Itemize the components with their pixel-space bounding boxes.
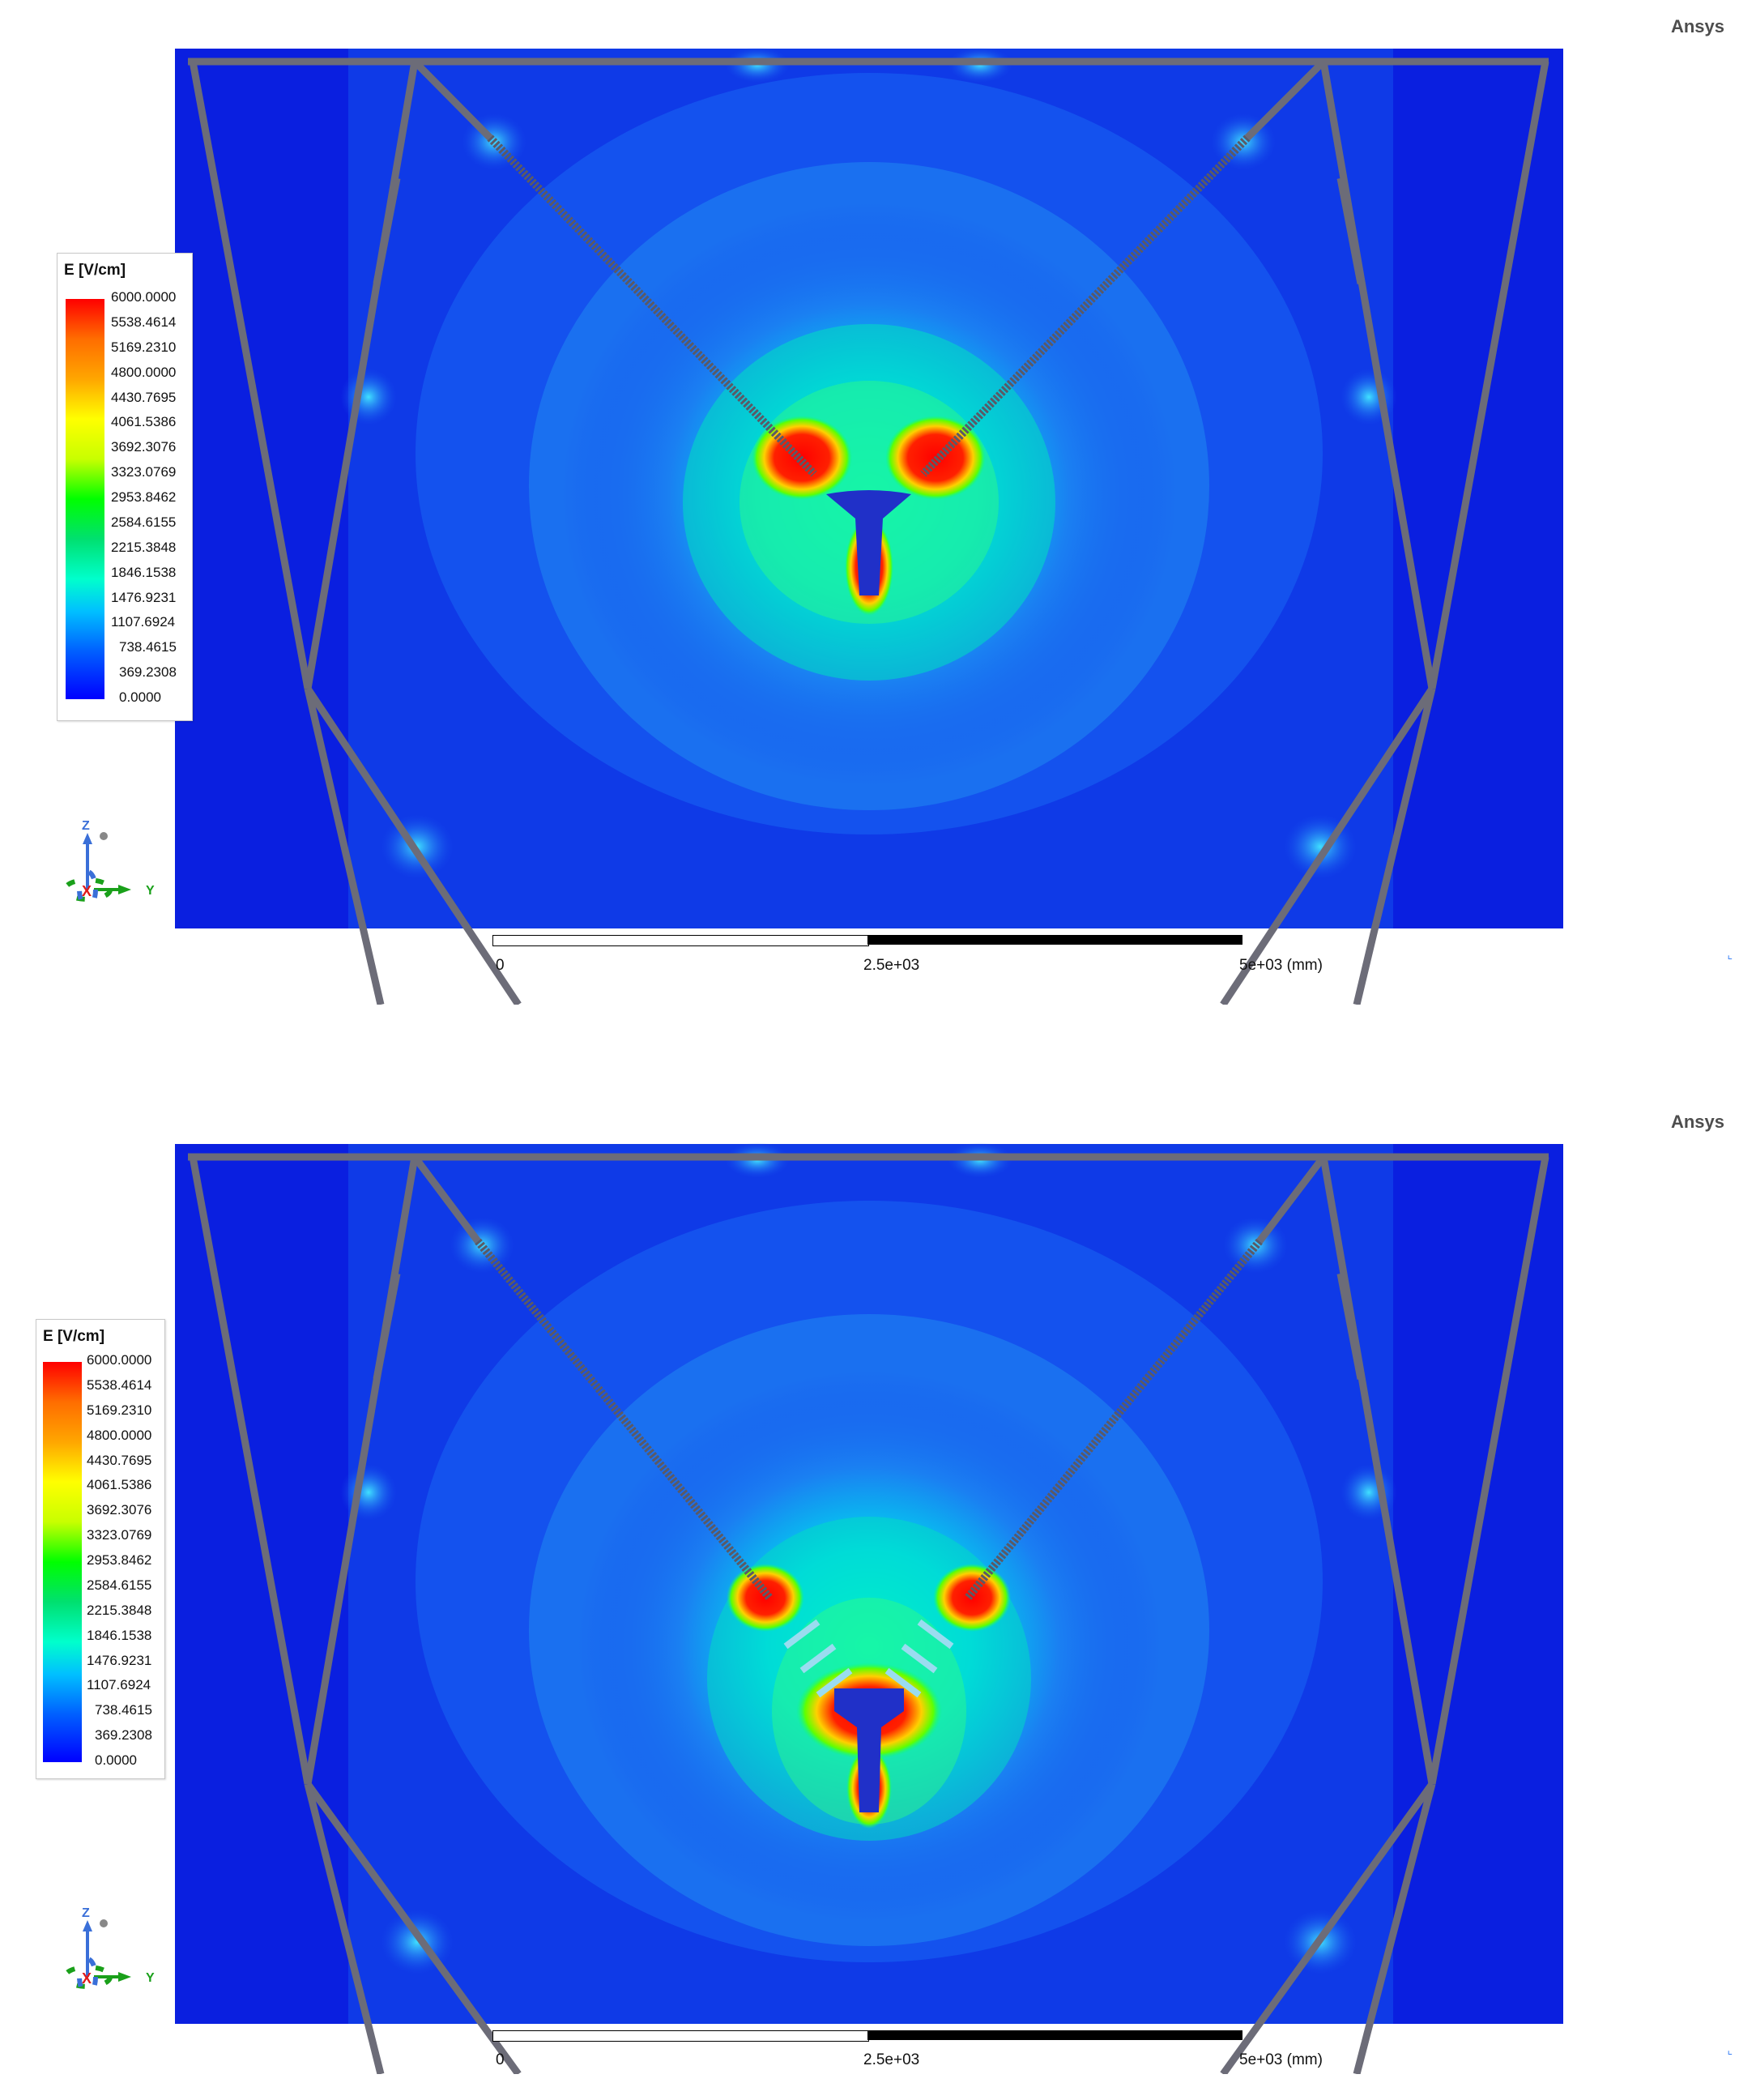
legend-label: 6000.0000 (87, 1352, 152, 1368)
legend-label: 4430.7695 (87, 1452, 152, 1468)
axis-triad: Z Y X (62, 1906, 155, 1997)
legend-label: 5169.2310 (87, 1402, 152, 1418)
scale-bar (492, 2030, 1242, 2042)
insulator-string-left (487, 134, 817, 477)
z-axis-label: Z (82, 819, 90, 833)
legend-label: 3692.3076 (87, 1502, 152, 1518)
field-plot-panel-bottom: Ansys (0, 1095, 1739, 2100)
legend-label: 4800.0000 (111, 364, 177, 380)
legend-label: 6000.0000 (111, 289, 177, 305)
legend-label: 0.0000 (119, 689, 161, 705)
scale-bar (492, 935, 1242, 946)
legend-title: E [V/cm] (43, 1328, 105, 1345)
legend-label: 1107.6924 (111, 614, 176, 630)
legend-color-bar (43, 1362, 82, 1762)
legend-label: 4800.0000 (87, 1427, 152, 1443)
legend-label: 738.4615 (95, 1702, 152, 1718)
legend-label: 4061.5386 (87, 1477, 152, 1493)
legend-label: 4430.7695 (111, 389, 177, 405)
legend-label: 738.4615 (119, 639, 177, 655)
legend-label: 1846.1538 (111, 564, 177, 580)
legend-label: 369.2308 (119, 664, 177, 681)
e-field-contour-plot (175, 47, 1563, 1005)
tower-structure (188, 58, 1549, 1005)
legend-label: 2953.8462 (87, 1552, 152, 1568)
legend-label: 2584.6155 (87, 1577, 152, 1593)
legend-label: 5538.4614 (111, 314, 177, 330)
axis-triad: Z Y X (62, 819, 155, 910)
legend-label: 369.2308 (95, 1727, 152, 1744)
legend-label: 0.0000 (95, 1752, 137, 1768)
scale-label-end: 5e+03 (mm) (1239, 2051, 1323, 2068)
legend-label: 2215.3848 (111, 539, 177, 555)
ansys-logo: Ansys (1670, 16, 1724, 36)
legend-label: 1476.9231 (111, 589, 177, 605)
legend-label: 2584.6155 (111, 514, 177, 530)
ansys-logo: Ansys (1670, 1112, 1724, 1132)
legend-label: 1107.6924 (87, 1677, 151, 1693)
scale-label-start: 0 (496, 2051, 505, 2068)
legend-label: 1846.1538 (87, 1627, 152, 1643)
legend-label: 1476.9231 (87, 1652, 152, 1668)
scale-label-mid: 2.5e+03 (863, 957, 920, 974)
color-legend: E [V/cm] 6000.0000 5538.4614 5169.2310 4800… (36, 1319, 165, 1779)
scale-label-start: 0 (496, 957, 505, 974)
legend-label: 3323.0769 (87, 1527, 152, 1543)
e-field-contour-plot (175, 1142, 1563, 2074)
legend-label: 4061.5386 (111, 414, 177, 430)
conductor-fitting (834, 1688, 904, 1812)
tower-structure (188, 1153, 1549, 2074)
y-axis-label: Y (146, 1971, 155, 1985)
x-axis-label: X (82, 1970, 92, 1987)
legend-title: E [V/cm] (64, 262, 126, 279)
legend-label: 3692.3076 (111, 439, 177, 455)
field-plot-panel-top: Ansys (0, 0, 1739, 1005)
color-legend: E [V/cm] 6000.0000 5538.4614 5169.2310 4800… (57, 253, 193, 721)
legend-label: 3323.0769 (111, 464, 177, 480)
z-axis-label: Z (82, 1906, 90, 1920)
legend-label: 2215.3848 (87, 1602, 152, 1618)
insulator-discs (783, 1619, 954, 1698)
corner-axis-icon: ⌞ (1727, 2043, 1733, 2056)
insulator-string-right (920, 134, 1251, 477)
scale-label-mid: 2.5e+03 (863, 2051, 920, 2068)
scale-label-end: 5e+03 (mm) (1239, 957, 1323, 974)
corner-axis-icon: ⌞ (1727, 948, 1733, 961)
legend-label: 5538.4614 (87, 1377, 152, 1393)
legend-label: 5169.2310 (111, 339, 177, 355)
x-axis-label: X (82, 883, 92, 899)
legend-color-bar (66, 299, 104, 699)
y-axis-label: Y (146, 884, 155, 898)
conductor-fitting (826, 490, 911, 595)
legend-label: 2953.8462 (111, 489, 177, 505)
